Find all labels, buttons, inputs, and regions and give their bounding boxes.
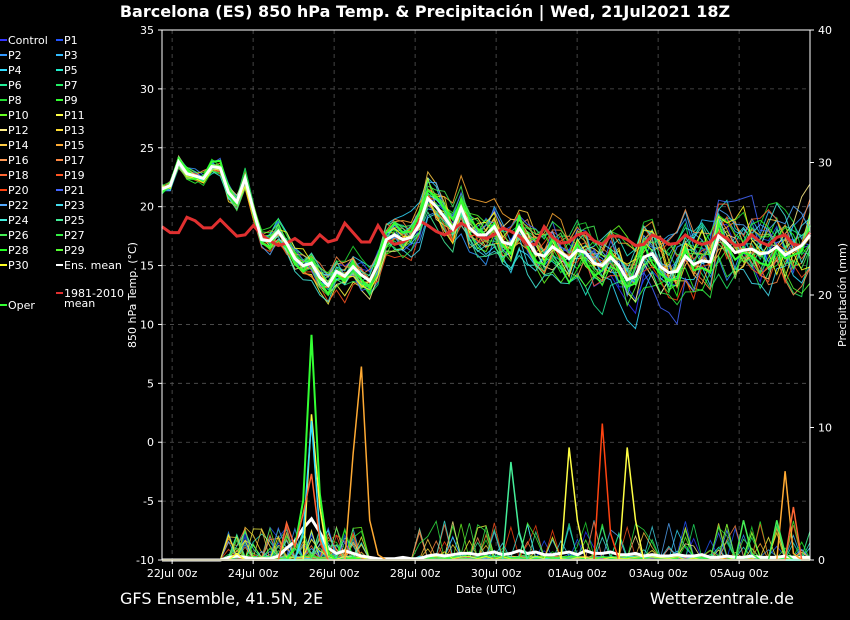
x-tick-label: 30Jul 00z [471,567,522,580]
legend: Control P1 P2 P3 P4 P5 P6 P7 P8 P9 P10 P11 P12 P13 P14… [0,34,124,312]
legend-label: P29 [64,244,85,257]
legend-label: P5 [64,64,78,77]
y2-tick-label: 0 [818,554,825,567]
legend-label: P27 [64,229,85,242]
legend-label: P7 [64,79,78,92]
chart-title: Barcelona (ES) 850 hPa Temp. & Precipita… [119,2,731,21]
y-tick-label: -10 [136,554,154,567]
source-credit: Wetterzentrale.de [649,589,794,608]
x-tick-label: 26Jul 00z [309,567,360,580]
legend-label: P21 [64,184,85,197]
legend-label: P13 [64,124,85,137]
y2-tick-label: 20 [818,289,832,302]
y2-tick-label: 30 [818,157,832,170]
precip-series-ens-mean [162,516,810,562]
legend-label: Control [8,34,48,47]
legend-label: 1981-2010 [64,287,124,300]
grid-lines [162,29,810,561]
x-tick-label: 24Jul 00z [228,567,279,580]
legend-label: P26 [8,229,29,242]
plot-frame [161,29,811,561]
y-tick-label: 15 [140,260,154,273]
x-axis-label: Date (UTC) [456,583,516,596]
legend-label: P14 [8,139,29,152]
legend-label: P10 [8,109,29,122]
y-tick-label: 5 [147,377,154,390]
y-tick-label: 10 [140,318,154,331]
legend-label: P6 [8,79,22,92]
x-tick-label: 05Aug 00z [710,567,769,580]
x-tick-label: 03Aug 00z [629,567,688,580]
y2-tick-label: 10 [818,422,832,435]
legend-label: P24 [8,214,29,227]
y-axis-label: 850 hPa Temp. (°C) [126,242,139,348]
legend-label: P17 [64,154,85,167]
legend-label: P19 [64,169,85,182]
legend-label: P15 [64,139,85,152]
precip-member-line [162,528,811,561]
legend-label: P1 [64,34,78,47]
legend-label: P2 [8,49,22,62]
y-tick-label: 25 [140,142,154,155]
legend-label: P3 [64,49,78,62]
legend-label: P28 [8,244,29,257]
temp-series-ens-mean [161,158,812,289]
temp-member-line [161,160,811,307]
legend-label: P25 [64,214,85,227]
legend-label: P8 [8,94,22,107]
legend-label: Oper [8,299,35,312]
y-tick-label: 0 [147,436,154,449]
legend-label: P30 [8,259,29,272]
model-info: GFS Ensemble, 41.5N, 2E [120,589,324,608]
x-tick-label: 28Jul 00z [390,567,441,580]
legend-label: mean [64,297,95,310]
y2-tick-label: 40 [818,24,832,37]
y-tick-label: 30 [140,83,154,96]
legend-label: P11 [64,109,85,122]
x-tick-label: 22Jul 00z [147,567,198,580]
y-tick-label: -5 [143,495,154,508]
temp-member-line [161,155,811,288]
legend-label: P12 [8,124,29,137]
y2-axis-label: Precipitación (mm) [836,243,849,347]
legend-label: P23 [64,199,85,212]
legend-label: P20 [8,184,29,197]
legend-label: Ens. mean [64,259,122,272]
y-tick-label: 35 [140,24,154,37]
legend-label: P18 [8,169,29,182]
legend-label: P9 [64,94,78,107]
legend-label: P16 [8,154,29,167]
legend-label: P22 [8,199,29,212]
legend-label: P4 [8,64,22,77]
y-tick-label: 20 [140,201,154,214]
axes: -10 -5 0 5 10 15 20 25 30 35 0 10 20 30 40 22Jul 00z 24J… [136,24,832,580]
temperature-ensemble-members [161,154,811,330]
x-tick-label: 01Aug 00z [548,567,607,580]
